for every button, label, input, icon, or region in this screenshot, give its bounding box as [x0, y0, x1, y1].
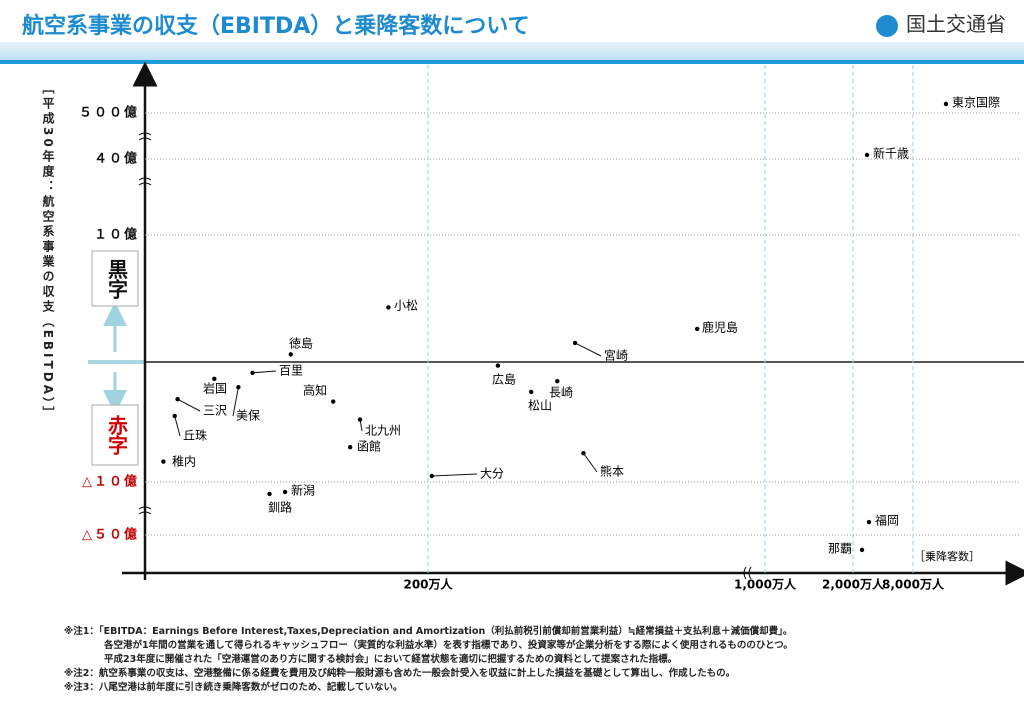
point-label: 大分: [480, 467, 504, 481]
point: [864, 152, 870, 158]
point-label: 福岡: [875, 513, 899, 528]
loss-box: [91, 404, 139, 466]
point: [288, 352, 293, 357]
note: 平成23年度に開催された「空港運営のあり方に関する検討会」において経営状態を適切…: [104, 654, 678, 665]
point: [250, 370, 255, 375]
point: [943, 101, 949, 107]
point: [236, 385, 241, 390]
point-label: 那覇: [828, 542, 852, 556]
point-label: 松山: [528, 399, 552, 413]
point: [866, 519, 872, 525]
y-tick-label: △１０億: [82, 474, 139, 490]
point-label: 北九州: [365, 424, 401, 438]
point-label: 三沢: [203, 404, 227, 418]
point: [694, 326, 700, 332]
logo-text: 国土交通省: [906, 12, 1006, 36]
point-label: 丘珠: [183, 429, 207, 443]
point: [172, 413, 177, 419]
point-label: 釧路: [268, 500, 292, 515]
point: [161, 459, 166, 464]
point-label: 新潟: [291, 483, 315, 498]
y-break: [138, 177, 152, 186]
point: [429, 473, 434, 479]
point: [357, 417, 363, 422]
leader-line: [431, 473, 478, 477]
note: ※注3：八尾空港は前年度に引き続き乗降客数がゼロのため、記載していない。: [64, 682, 403, 693]
point-label: 熊本: [600, 464, 624, 479]
leader-line: [252, 370, 277, 374]
leader-line: [174, 415, 181, 437]
point: [529, 389, 534, 395]
y-tick-label: １０億: [94, 227, 139, 243]
point-label: 東京国際: [952, 96, 1000, 110]
point: [212, 376, 217, 381]
x-axis-label: ［乗降客数］: [914, 549, 980, 563]
point-label: 函館: [357, 439, 381, 454]
note: 各空港が1年間の営業を通して得られるキャッシュフロー（実質的な利益水準）を表す指…: [104, 640, 793, 651]
note: ※注2：航空系事業の収支は、空港整備に係る経費を費用及び純粋一般財源も含めた一般…: [64, 668, 736, 679]
y-break: [138, 132, 152, 141]
point-label: 稚内: [172, 455, 196, 469]
title: 航空系事業の収支（EBITDA）と乗降客数について: [22, 14, 530, 39]
logo-mark: [876, 14, 898, 37]
y-tick-label: △５０億: [82, 527, 139, 543]
x-tick-label: 200万人: [403, 577, 453, 592]
notes: ※注1：「EBITDA：Earnings Before Interest,Tax…: [64, 625, 793, 695]
point: [282, 489, 288, 495]
header-rule: [0, 60, 1024, 64]
point: [859, 547, 865, 553]
point-label: 長崎: [549, 386, 573, 400]
y-break: [138, 506, 152, 515]
point: [386, 305, 391, 310]
point-label: 岩国: [203, 381, 227, 396]
leader-line: [232, 387, 239, 417]
point: [555, 379, 560, 384]
point-label: 百里: [279, 364, 303, 378]
y-axis-label: ［平成30年度：航空系事業の収支（EBITDA）］: [41, 82, 55, 421]
point-label: 徳島: [289, 336, 313, 351]
point: [267, 491, 272, 497]
point: [330, 399, 336, 404]
point: [175, 397, 180, 402]
point: [495, 363, 501, 368]
loss-label: 赤字: [105, 414, 129, 455]
point: [581, 451, 586, 456]
x-break: [743, 566, 752, 580]
point-label: 美保: [236, 409, 260, 423]
point: [572, 340, 578, 346]
leader-line: [574, 342, 602, 357]
chart: 黒字 赤字 ［乗降客数］ ５００億 ４０億 １０億 △１０億 △５０億 200万人 1,00…: [79, 61, 1024, 592]
point: [347, 445, 353, 450]
leader-line: [583, 452, 598, 473]
point-label: 広島: [492, 372, 516, 387]
point-label: 鹿児島: [702, 320, 738, 335]
x-tick-label: 1,000万人: [734, 577, 797, 592]
x-tick-label: 2,000万人: [822, 577, 885, 592]
point-label: 新千歳: [873, 146, 909, 161]
note: ※注1：「EBITDA：Earnings Before Interest,Tax…: [64, 626, 793, 637]
profit-label: 黒字: [105, 259, 129, 299]
point-label: 宮崎: [604, 348, 628, 363]
logo: 国土交通省: [876, 8, 1006, 37]
leader-line: [177, 398, 201, 412]
point-label: 小松: [394, 299, 418, 313]
header-band: [0, 42, 1024, 60]
y-tick-label: ４０億: [94, 151, 139, 167]
y-tick-label: ５００億: [79, 105, 139, 121]
x-tick-label: 8,000万人: [882, 577, 945, 592]
point-label: 高知: [303, 383, 327, 398]
axis-breaks: [138, 132, 752, 580]
profit-box: [91, 250, 139, 307]
